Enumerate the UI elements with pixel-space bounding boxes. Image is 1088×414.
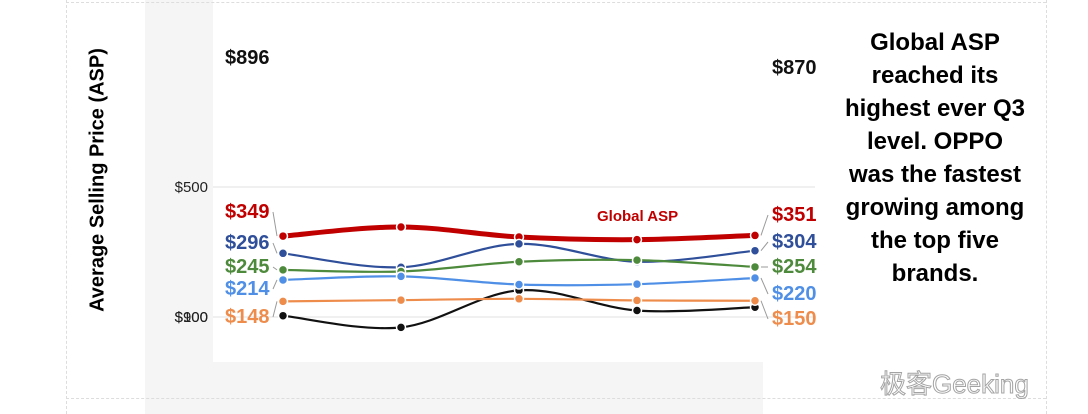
y-tick-label: $100 bbox=[175, 309, 208, 326]
first-value-label: $296 bbox=[225, 232, 270, 254]
data-point-global bbox=[749, 230, 761, 241]
data-point-b3 bbox=[749, 261, 761, 273]
series-label-global: Global ASP bbox=[597, 208, 678, 225]
leader-line bbox=[760, 241, 769, 252]
leader-line bbox=[760, 300, 769, 320]
data-point-b2 bbox=[277, 248, 289, 259]
top-dashed-border bbox=[66, 2, 1046, 3]
bottom-dashed-border bbox=[66, 398, 1046, 399]
data-point-b4 bbox=[277, 274, 289, 286]
first-value-label: $349 bbox=[225, 201, 270, 223]
data-point-global bbox=[277, 230, 289, 242]
leader-line bbox=[272, 242, 278, 254]
leader-line bbox=[272, 279, 278, 290]
data-point-b3 bbox=[277, 264, 289, 276]
data-point-b4 bbox=[749, 272, 761, 284]
data-point-b5 bbox=[395, 294, 407, 306]
last-value-label: $870 bbox=[772, 57, 817, 79]
first-value-label: $214 bbox=[225, 278, 270, 300]
last-value-label: $150 bbox=[772, 308, 817, 330]
leader-line bbox=[272, 266, 278, 271]
data-point-b5 bbox=[631, 295, 643, 306]
data-point-b5 bbox=[277, 296, 289, 307]
leader-line bbox=[760, 277, 769, 295]
data-point-b2 bbox=[749, 245, 761, 256]
data-point-top bbox=[277, 310, 289, 321]
leader-line bbox=[272, 301, 278, 318]
last-value-label: $351 bbox=[772, 204, 817, 226]
data-point-top bbox=[395, 322, 407, 333]
leader-line bbox=[272, 211, 278, 237]
data-point-b3 bbox=[631, 254, 643, 266]
data-point-b4 bbox=[631, 278, 643, 290]
data-point-global bbox=[631, 234, 643, 245]
data-point-global bbox=[395, 221, 407, 233]
first-value-label: $245 bbox=[225, 256, 270, 278]
right-dashed-border bbox=[1046, 0, 1047, 414]
data-point-b3 bbox=[513, 256, 525, 267]
y-tick-label: $500 bbox=[175, 179, 208, 196]
first-value-label: $896 bbox=[225, 47, 270, 69]
y-tick-label: $900 bbox=[175, 309, 208, 326]
data-point-b5 bbox=[513, 293, 525, 305]
first-value-label: $148 bbox=[225, 306, 270, 328]
commentary-text: Global ASP reached its highest ever Q3 l… bbox=[844, 29, 1026, 287]
data-point-b5 bbox=[749, 295, 761, 306]
watermark-text: 极客Geeking bbox=[880, 369, 1030, 400]
last-value-label: $220 bbox=[772, 283, 817, 305]
data-point-b4 bbox=[513, 279, 525, 290]
data-point-b4 bbox=[395, 271, 407, 282]
last-value-label: $254 bbox=[772, 256, 817, 278]
leader-line bbox=[760, 214, 769, 236]
last-value-label: $304 bbox=[772, 231, 817, 253]
data-point-top bbox=[631, 305, 643, 316]
data-point-b2 bbox=[513, 238, 525, 250]
left-dashed-border bbox=[66, 0, 67, 414]
